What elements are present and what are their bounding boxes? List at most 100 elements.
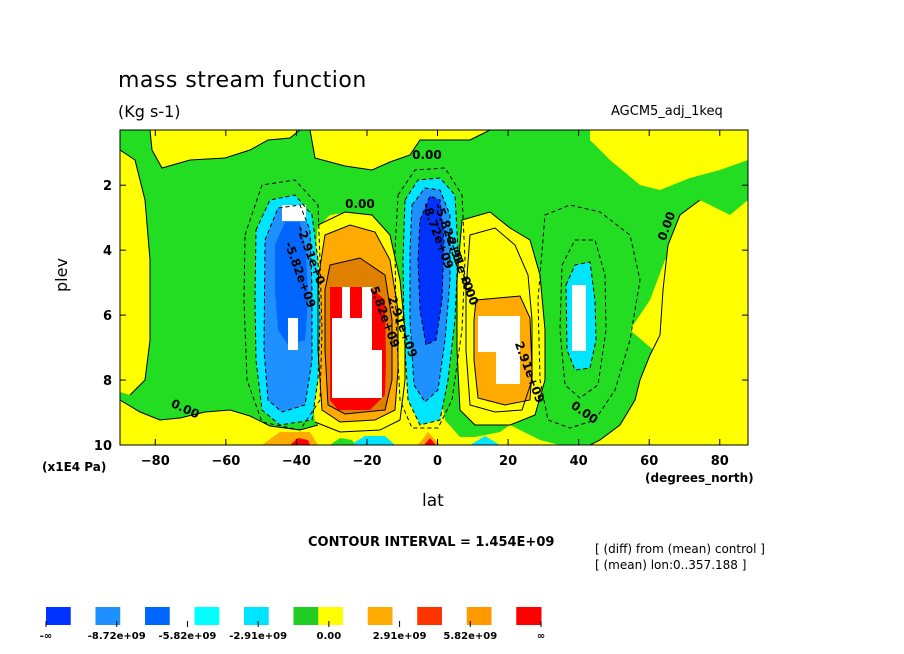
colorbar-label: ∞	[537, 631, 545, 642]
colorbar-swatch	[268, 607, 294, 625]
colorbar-swatch	[46, 607, 72, 625]
colorbar-swatch	[219, 607, 245, 625]
case-name: AGCM5_adj_1keq	[611, 104, 723, 119]
neg-contour-north-1	[559, 239, 607, 399]
neg-contour-eq-3	[417, 195, 445, 346]
colorbar-label: -5.82e+09	[158, 631, 216, 642]
y-axis-unit: (x1E4 Pa)	[42, 460, 107, 474]
contour-lines	[120, 130, 701, 445]
colorbar-label: -∞	[40, 631, 52, 642]
x-tick-label: 80	[711, 454, 729, 469]
y-tick-label: 6	[103, 309, 112, 324]
x-tick-label: −40	[282, 454, 311, 469]
colorbar-swatch	[318, 607, 344, 625]
x-axis-label: lat	[422, 491, 444, 511]
mean-note: [ (mean) lon:0..357.188 ]	[595, 558, 747, 572]
colorbar-swatch	[120, 607, 146, 625]
colorbar-swatch	[516, 607, 542, 625]
colorbar-swatch	[145, 607, 171, 625]
neg-contour-eq-outer	[394, 167, 466, 429]
colorbar-swatch	[194, 607, 220, 625]
y-tick-label: 2	[103, 179, 112, 194]
neg-contour-far-north	[537, 204, 641, 429]
colorbar-label: -2.91e+09	[229, 631, 287, 642]
colorbar-swatch	[293, 607, 319, 625]
colorbar-label: -8.72e+09	[88, 631, 146, 642]
surface-patch-cyan	[350, 436, 395, 445]
northern-positive-white-b	[496, 350, 520, 384]
colorbar: -∞ -8.72e+09 -5.82e+09 -2.91e+09 0.00 2.91e+0…	[40, 607, 545, 642]
zero-contour-west	[149, 130, 301, 169]
x-tick-label: 60	[640, 454, 658, 469]
zero-contour-center	[309, 130, 491, 171]
colorbar-swatch	[466, 607, 492, 625]
yellow-band-northeast	[630, 230, 748, 362]
zero-contour-north	[456, 211, 546, 426]
plot-frame	[119, 129, 749, 446]
colorbar-swatch	[491, 607, 517, 625]
surface-patch-orange-b	[418, 432, 440, 445]
zero-contour-southwest	[120, 399, 319, 431]
yellow-band-far-east	[700, 370, 748, 445]
yellow-strip-west	[120, 150, 150, 395]
plot-area	[120, 130, 748, 445]
colorbar-swatch	[343, 607, 369, 625]
contour-south-pos-1	[317, 224, 399, 423]
southern-negative-darkblue	[275, 222, 308, 345]
surface-patch-green	[330, 438, 355, 445]
colorbar-swatch	[95, 607, 121, 625]
colorbar-swatch	[244, 607, 270, 625]
contour-north-pos-1	[465, 227, 533, 413]
southern-positive-white-c	[362, 287, 372, 319]
colorbar-swatch	[417, 607, 443, 625]
southern-positive-white-d	[370, 350, 382, 398]
contour-interval: CONTOUR INTERVAL = 1.454E+09	[308, 535, 555, 550]
surface-patch-red	[290, 438, 310, 445]
x-tick-label: 40	[570, 454, 588, 469]
colorbar-swatch	[169, 607, 195, 625]
contour-north-pos-2	[473, 295, 533, 406]
neg-contour-eq-1	[402, 177, 459, 426]
yellow-band-east	[590, 130, 748, 190]
contour-label: 0.00	[345, 197, 375, 211]
equatorial-negative-darkblue	[418, 196, 444, 345]
x-tick-label: 20	[499, 454, 517, 469]
chart-title: mass stream function	[118, 68, 367, 93]
zero-contour-inner-south	[314, 211, 406, 433]
y-tick-label: 8	[103, 374, 112, 389]
neg-contour-eq-2	[409, 187, 451, 403]
northern-negative-white	[572, 285, 586, 351]
axes: −80 −60 −40 −20 0 20 40 60 80 2 4 6 8 10	[94, 130, 748, 469]
colorbar-swatch	[70, 607, 96, 625]
northern-positive-white-a	[478, 316, 520, 352]
neg-contour-north-2	[565, 261, 597, 371]
neg-contour-south-2	[263, 204, 313, 413]
colorbar-swatch	[367, 607, 393, 625]
y-tick-label: 10	[94, 439, 112, 454]
zero-contour-east	[560, 199, 701, 445]
colorbar-label: 2.91e+09	[373, 631, 427, 642]
surface-patch-red-b	[424, 438, 436, 445]
neg-contour-south-outer	[243, 179, 323, 431]
contour-label: 0.00	[412, 148, 442, 162]
southern-negative-white-a	[282, 205, 306, 221]
y-tick-label: 4	[103, 244, 112, 259]
colorbar-label: 0.00	[317, 631, 342, 642]
southern-positive-white-b	[342, 287, 350, 319]
neg-contour-south-1	[254, 194, 321, 426]
x-axis-unit: (degrees_north)	[645, 471, 754, 485]
colorbar-label: 5.82e+09	[443, 631, 497, 642]
x-tick-label: −80	[141, 454, 170, 469]
southern-positive-white-a	[332, 318, 372, 398]
southern-negative-white-b	[288, 318, 298, 350]
zero-contour-west-strip	[120, 149, 151, 396]
x-tick-label: −60	[211, 454, 240, 469]
diff-note: [ (diff) from (mean) control ]	[595, 542, 765, 556]
contour-south-pos-2	[324, 257, 393, 415]
x-tick-label: 0	[433, 454, 442, 469]
colorbar-swatch	[392, 607, 418, 625]
chart-units: (Kg s-1)	[118, 102, 181, 121]
negative-contour-lines	[243, 167, 641, 431]
surface-patch-cyan-b	[470, 436, 500, 445]
